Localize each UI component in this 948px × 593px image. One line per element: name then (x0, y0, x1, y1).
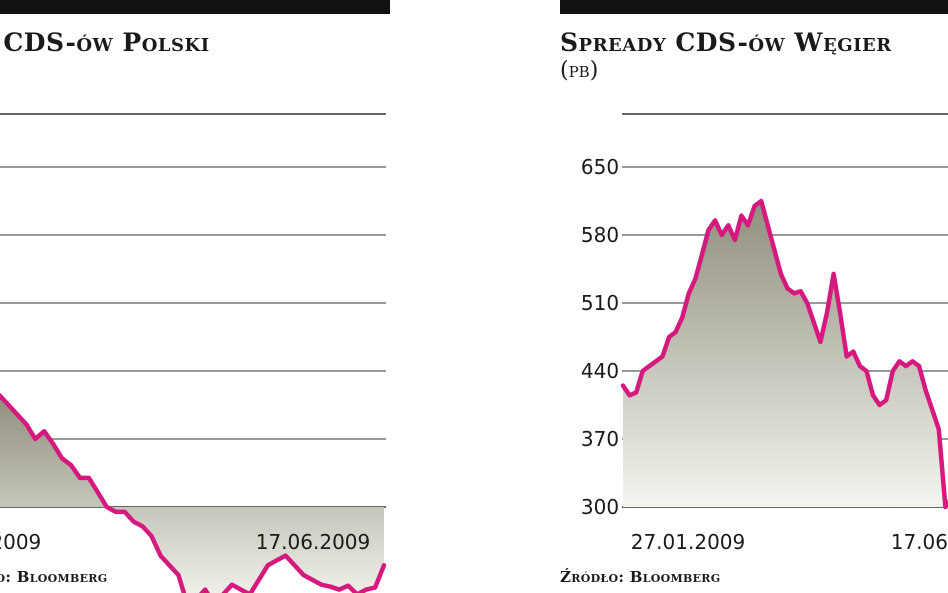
y-tick-label: 370 (581, 427, 619, 451)
cds-poland-chart: 27.01.2009 17.06.2009 (0, 113, 387, 593)
y-tick-label: 300 (581, 495, 619, 519)
y-tick-label: 510 (581, 291, 619, 315)
unit-label: (pb) (560, 58, 599, 83)
y-tick-label: 440 (581, 359, 619, 383)
x-tick-label: 17.06.2009 (891, 530, 948, 554)
header-bar (560, 0, 948, 14)
series-area (623, 201, 948, 507)
chart-title: Spready CDS-ów Polski (0, 28, 210, 57)
y-tick-label: 580 (581, 223, 619, 247)
series-line (0, 393, 387, 593)
header-bar (0, 0, 390, 14)
x-tick-label: 17.06.2009 (256, 530, 371, 554)
x-tick-label: 27.01.2009 (631, 530, 746, 554)
series-area (0, 395, 384, 593)
chart-title: Spready CDS-ów Węgier (560, 28, 892, 57)
x-tick-label: 27.01.2009 (0, 530, 41, 554)
source-label: Źródło: Bloomberg (0, 568, 108, 586)
chart-panel-hungary: Spready CDS-ów Węgier (pb) 300 370 440 510 5… (560, 0, 948, 593)
cds-hungary-chart: 300 370 440 510 580 650 27.01.2009 17.06.2009 (581, 113, 948, 554)
series-line (620, 198, 948, 510)
y-tick-label: 650 (581, 155, 619, 179)
source-label: Źródło: Bloomberg (560, 568, 721, 586)
chart-panel-poland: Spready CDS-ów Polski 27.01.2009 17.06.20… (0, 0, 390, 593)
